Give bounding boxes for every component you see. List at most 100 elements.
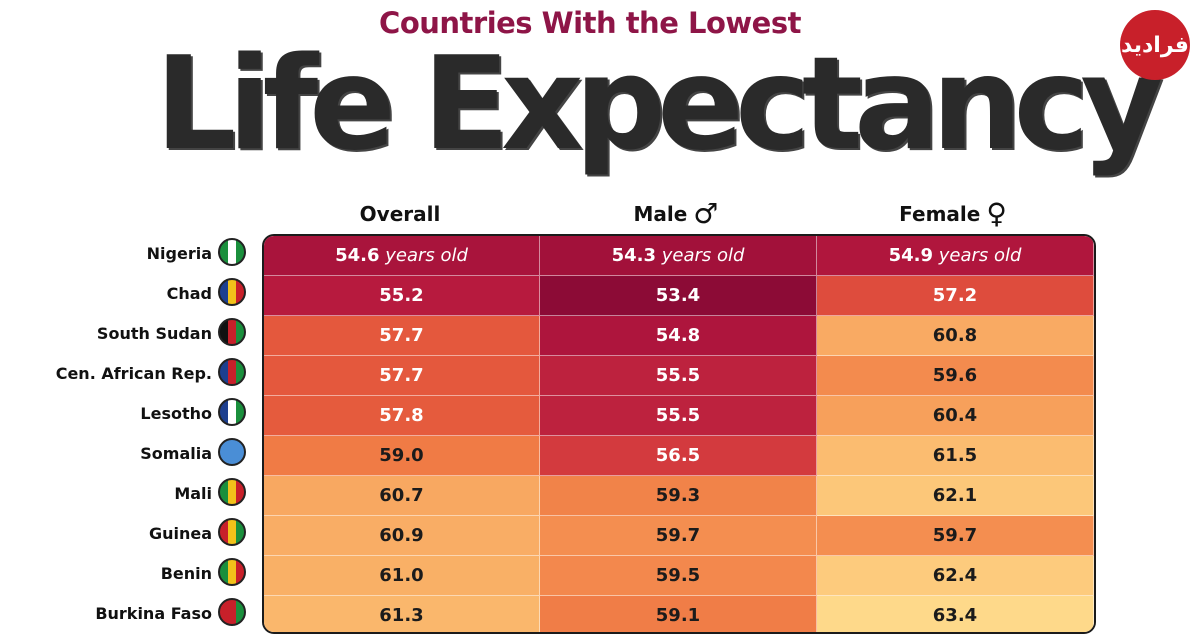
- value-cell-overall: 57.8: [264, 396, 540, 436]
- value-number: 60.4: [932, 405, 978, 426]
- value-cell-male: 59.5: [540, 556, 817, 596]
- value-number: 55.5: [655, 405, 701, 426]
- value-unit: years old: [933, 245, 1022, 266]
- country-name: Lesotho: [140, 404, 212, 423]
- column-header-female-label: Female: [899, 202, 981, 226]
- row-label: South Sudan: [0, 314, 262, 354]
- country-flag-icon: [218, 318, 246, 346]
- life-expectancy-table: 54.6 years old 54.3 years old 54.9 years o…: [262, 234, 1096, 634]
- value-number: 54.8: [655, 325, 701, 346]
- value-cell-overall: 55.2: [264, 276, 540, 316]
- value-number: 59.5: [655, 565, 701, 586]
- value-cell-male: 53.4: [540, 276, 817, 316]
- value-number: 59.0: [379, 445, 424, 466]
- country-name: Nigeria: [146, 244, 212, 263]
- value-cell-female: 62.4: [817, 556, 1094, 596]
- value-cell-male: 59.1: [540, 596, 817, 632]
- value-cell-female: 57.2: [817, 276, 1094, 316]
- row-label: Nigeria: [0, 234, 262, 274]
- column-header-overall: Overall: [265, 198, 535, 230]
- column-header-male-label: Male: [633, 202, 688, 226]
- value-cell-overall: 61.0: [264, 556, 540, 596]
- value-cell-overall: 60.7: [264, 476, 540, 516]
- value-cell-overall: 61.3: [264, 596, 540, 632]
- value-number: 54.3: [611, 245, 656, 266]
- value-number: 53.4: [655, 285, 701, 306]
- value-number: 59.6: [932, 365, 978, 386]
- country-name: Mali: [174, 484, 212, 503]
- value-cell-female: 59.7: [817, 516, 1094, 556]
- country-flag-icon: [218, 358, 246, 386]
- row-label: Lesotho: [0, 394, 262, 434]
- value-number: 60.7: [379, 485, 424, 506]
- value-cell-male: 56.5: [540, 436, 817, 476]
- value-number: 62.1: [932, 485, 978, 506]
- value-number: 55.2: [379, 285, 424, 306]
- row-label: Cen. African Rep.: [0, 354, 262, 394]
- value-cell-female: 54.9 years old: [817, 236, 1094, 276]
- value-number: 61.3: [379, 605, 424, 626]
- country-name: Cen. African Rep.: [55, 364, 212, 383]
- country-flag-icon: [218, 438, 246, 466]
- value-number: 55.5: [655, 365, 701, 386]
- value-cell-male: 59.3: [540, 476, 817, 516]
- row-label: Somalia: [0, 434, 262, 474]
- value-number: 60.9: [379, 525, 424, 546]
- male-symbol-icon: ♂: [693, 197, 719, 230]
- country-flag-icon: [218, 598, 246, 626]
- value-number: 61.0: [379, 565, 424, 586]
- value-number: 59.7: [932, 525, 978, 546]
- row-label: Burkina Faso: [0, 594, 262, 634]
- value-number: 57.7: [379, 325, 424, 346]
- value-cell-overall: 60.9: [264, 516, 540, 556]
- value-number: 63.4: [932, 605, 978, 626]
- column-header-overall-label: Overall: [359, 202, 441, 226]
- value-number: 56.5: [655, 445, 701, 466]
- value-unit: years old: [379, 245, 468, 266]
- value-number: 59.1: [655, 605, 701, 626]
- brand-logo[interactable]: فرادید: [1120, 10, 1190, 80]
- value-cell-female: 59.6: [817, 356, 1094, 396]
- row-label: Benin: [0, 554, 262, 594]
- country-flag-icon: [218, 278, 246, 306]
- value-cell-male: 54.3 years old: [540, 236, 817, 276]
- value-cell-female: 60.4: [817, 396, 1094, 436]
- country-name: Burkina Faso: [95, 604, 212, 623]
- value-cell-overall: 57.7: [264, 356, 540, 396]
- country-name: South Sudan: [96, 324, 212, 343]
- value-number: 62.4: [932, 565, 978, 586]
- country-flag-icon: [218, 558, 246, 586]
- value-number: 54.6: [335, 245, 380, 266]
- value-cell-female: 62.1: [817, 476, 1094, 516]
- column-header-female: Female ♀: [817, 198, 1089, 230]
- row-label: Guinea: [0, 514, 262, 554]
- value-cell-overall: 59.0: [264, 436, 540, 476]
- value-number: 57.8: [379, 405, 424, 426]
- value-cell-female: 61.5: [817, 436, 1094, 476]
- value-cell-male: 55.5: [540, 356, 817, 396]
- value-number: 57.7: [379, 365, 424, 386]
- country-name: Guinea: [148, 524, 212, 543]
- value-number: 60.8: [932, 325, 978, 346]
- chart-subtitle: Countries With the Lowest: [379, 6, 801, 40]
- chart-title: Life Expectancy: [155, 30, 1164, 179]
- value-unit: years old: [656, 245, 745, 266]
- value-number: 61.5: [932, 445, 978, 466]
- country-name: Somalia: [140, 444, 212, 463]
- value-number: 54.9: [888, 245, 933, 266]
- female-symbol-icon: ♀: [986, 197, 1007, 230]
- value-cell-overall: 57.7: [264, 316, 540, 356]
- value-cell-female: 63.4: [817, 596, 1094, 632]
- value-number: 59.3: [655, 485, 701, 506]
- country-flag-icon: [218, 398, 246, 426]
- country-flag-icon: [218, 478, 246, 506]
- row-label: Chad: [0, 274, 262, 314]
- value-cell-female: 60.8: [817, 316, 1094, 356]
- row-label: Mali: [0, 474, 262, 514]
- country-label-column: Nigeria Chad South Sudan Cen. African Rep. L…: [0, 234, 262, 628]
- value-cell-male: 54.8: [540, 316, 817, 356]
- value-cell-male: 59.7: [540, 516, 817, 556]
- country-name: Chad: [166, 284, 212, 303]
- country-name: Benin: [160, 564, 212, 583]
- country-flag-icon: [218, 238, 246, 266]
